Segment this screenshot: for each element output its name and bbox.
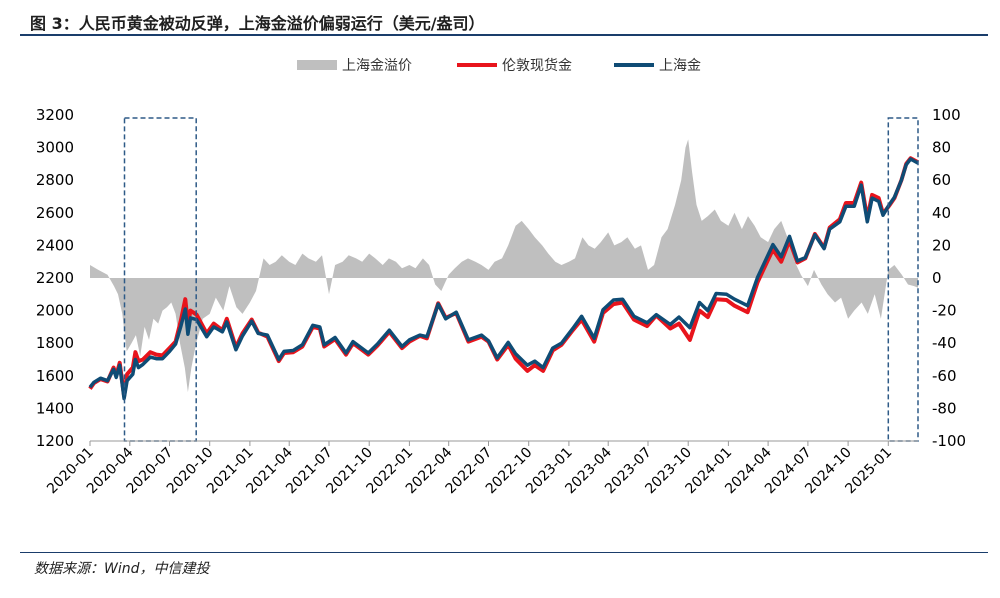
- y-left-tick-label: 3000: [36, 139, 74, 157]
- y-left-tick-label: 2600: [36, 204, 74, 222]
- y-right-tick-label: -100: [932, 432, 966, 450]
- y-left-tick-label: 2200: [36, 269, 74, 287]
- y-right-tick-label: -40: [932, 334, 957, 352]
- y-right-tick-label: 20: [932, 236, 951, 254]
- figure-title: 图 3：人民币黄金被动反弹，上海金溢价偏弱运行（美元/盎司）: [30, 14, 485, 33]
- series-shanghai-line: [88, 157, 919, 401]
- y-right-tick-label: 60: [932, 171, 951, 189]
- y-left-tick-label: 1800: [36, 334, 74, 352]
- legend-label-premium: 上海金溢价: [342, 58, 412, 74]
- legend-label-shanghai: 上海金: [659, 58, 701, 74]
- y-left-tick-label: 2800: [36, 171, 74, 189]
- source-rule: [20, 552, 988, 553]
- y-left-tick-label: 2400: [36, 236, 74, 254]
- y-left-tick-label: 1400: [36, 399, 74, 417]
- y-right-tick-label: -60: [932, 367, 957, 385]
- y-left-tick-label: 1600: [36, 367, 74, 385]
- y-right-tick-label: -20: [932, 302, 957, 320]
- series-premium-area: [90, 139, 918, 393]
- y-right-tick-label: -80: [932, 399, 957, 417]
- y-right-tick-label: 80: [932, 139, 951, 157]
- y-right-tick-label: 0: [932, 269, 942, 287]
- y-left-tick-label: 3200: [36, 106, 74, 124]
- plot-area: [88, 117, 919, 442]
- highlight-box-1: [123, 117, 197, 442]
- source-note: 数据来源：Wind，中信建投: [34, 561, 210, 577]
- title-rule: [20, 34, 988, 36]
- legend: 上海金溢价 伦敦现货金 上海金: [297, 57, 701, 74]
- y-right-tick-label: 100: [932, 106, 961, 124]
- y-left-tick-label: 2000: [36, 302, 74, 320]
- y-right-tick-label: 40: [932, 204, 951, 222]
- y-left-tick-label: 1200: [36, 432, 74, 450]
- legend-swatch-premium: [297, 60, 337, 70]
- legend-label-london: 伦敦现货金: [502, 57, 572, 74]
- chart: 上海金溢价 伦敦现货金 上海金 1200 1400 1600 1800 2000 2200…: [36, 57, 966, 497]
